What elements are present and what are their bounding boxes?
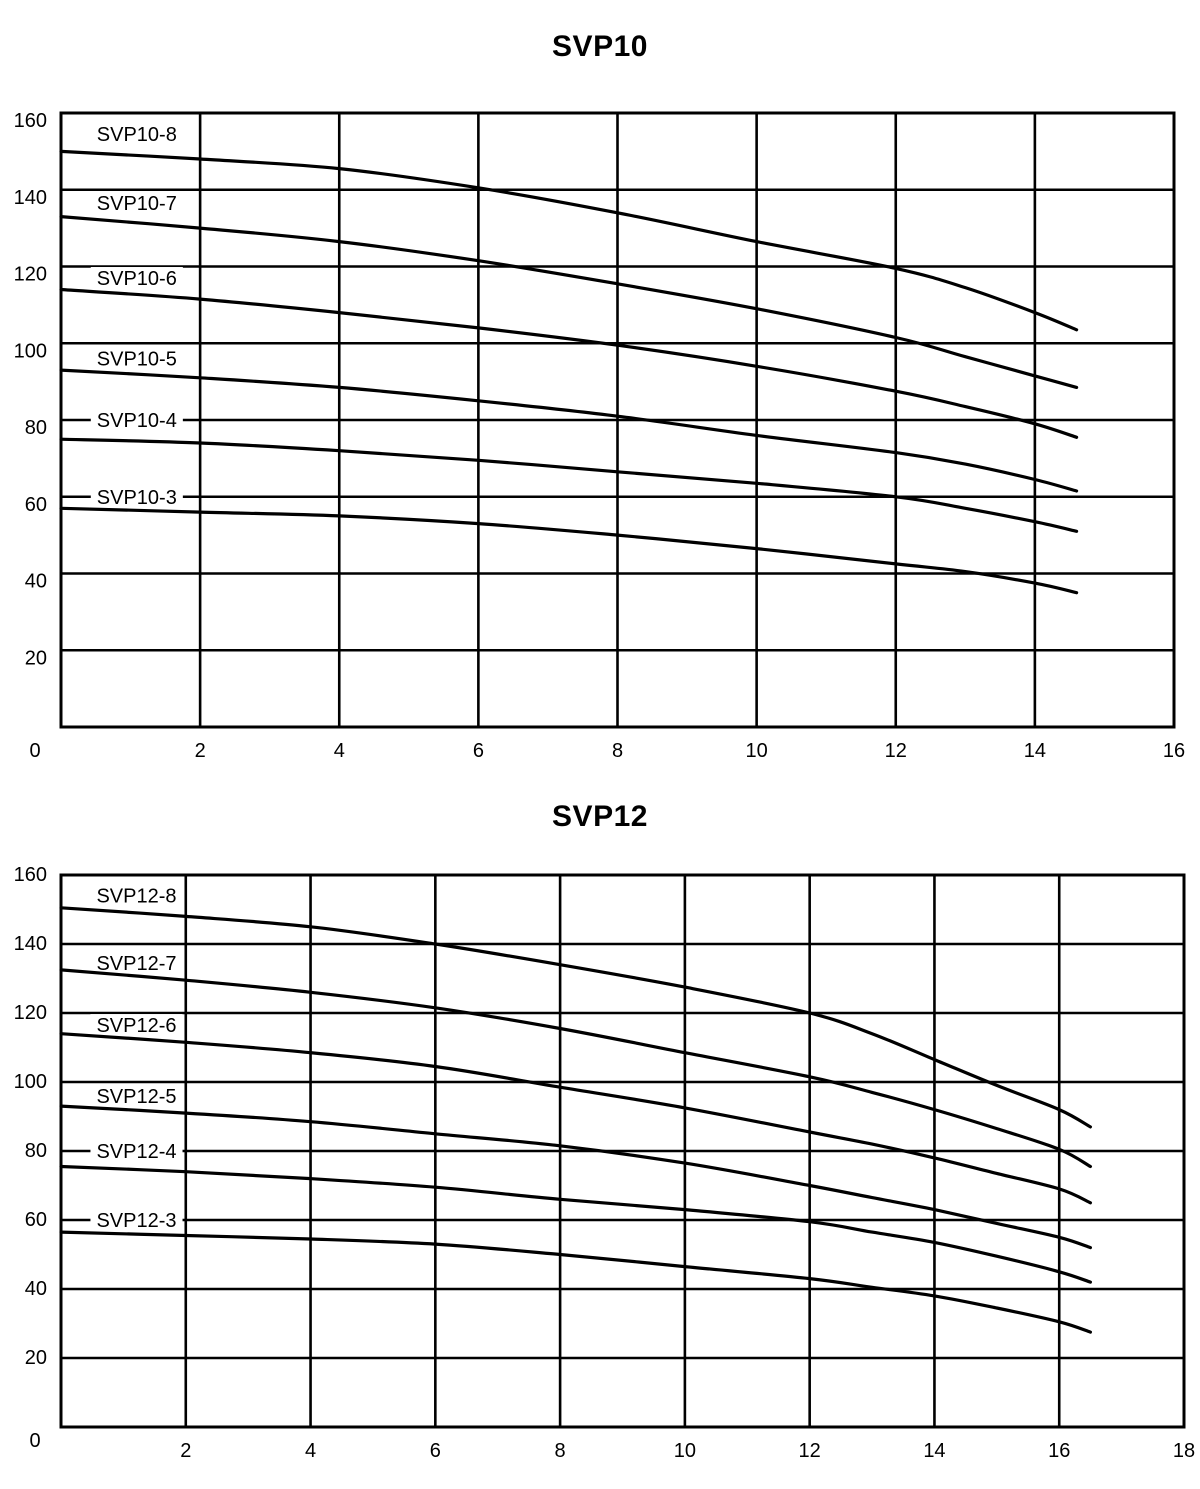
pump-curve-SVP12-5: [59, 1104, 1092, 1250]
pump-curve-SVP12-4: [59, 1164, 1092, 1284]
x-tick-label: 16: [1163, 740, 1185, 762]
pump-curve-chart-svp10: SVP10 160 140 120 100 80 60 40 20 0 2 4 6 8 10 12 14 16 S…: [14, 30, 1186, 762]
x-tick-label: 18: [1173, 1440, 1195, 1462]
pump-curve-SVP10-4: [59, 437, 1079, 533]
pump-curve-SVP10-5: [59, 368, 1079, 493]
curve-label: SVP10-8: [97, 124, 177, 146]
y-tick-label: 140: [14, 187, 47, 209]
y-tick-label: 40: [25, 1278, 47, 1300]
pump-curve-SVP12-7: [59, 968, 1092, 1169]
curve-label: SVP12-7: [96, 953, 176, 975]
curve-label: SVP12-6: [96, 1015, 176, 1037]
pump-curve-SVP12-8: [59, 906, 1092, 1129]
curve-label: SVP12-5: [96, 1086, 176, 1108]
curve-label-bg: [90, 884, 183, 909]
y-tick-label: 160: [14, 110, 47, 132]
pump-curve-SVP10-8: [59, 149, 1079, 332]
y-tick-label: 100: [14, 340, 47, 362]
curve-label: SVP10-7: [97, 193, 177, 215]
y-tick-label: 160: [14, 864, 47, 886]
x-tick-label: 16: [1048, 1440, 1070, 1462]
y-tick-label: 80: [25, 1140, 47, 1162]
curve-label-bg: [90, 192, 183, 217]
curve-label: SVP12-4: [96, 1141, 176, 1163]
x-tick-label: 12: [799, 1440, 821, 1462]
curve-label: SVP10-3: [97, 487, 177, 509]
y-tick-label: 120: [14, 1002, 47, 1024]
chart-title-svp12: SVP12: [552, 800, 648, 833]
y-tick-label: 20: [25, 647, 47, 669]
curve-label-bg: [90, 123, 183, 148]
x-tick-label: 14: [1024, 740, 1046, 762]
chart-canvas-svp12: 160 140 120 100 80 60 40 20 0 2 4 6 8 10 12 14 16 18 SVP12…: [14, 864, 1196, 1462]
y-tick-label: 60: [25, 1209, 47, 1231]
x-tick-label: 6: [473, 740, 484, 762]
y-tick-label: 140: [14, 933, 47, 955]
curve-label-bg: [90, 1014, 183, 1039]
pump-curve-SVP10-3: [59, 506, 1079, 595]
x-tick-label: 12: [885, 740, 907, 762]
plot-border: [59, 111, 1176, 729]
pump-curve-SVP10-7: [59, 215, 1079, 389]
x-tick-label: 8: [555, 1440, 566, 1462]
curve-label: SVP12-3: [96, 1210, 176, 1232]
curve-label: SVP10-5: [97, 349, 177, 371]
x-tick-label: 10: [746, 740, 768, 762]
curve-label-bg: [90, 347, 183, 372]
curve-label: SVP10-6: [97, 268, 177, 290]
y-tick-label: 20: [25, 1347, 47, 1369]
x-tick-label: 2: [180, 1440, 191, 1462]
x-tick-label: 4: [305, 1440, 316, 1462]
plot-border: [59, 873, 1186, 1429]
curve-label-bg: [90, 267, 183, 292]
y-tick-label: 100: [14, 1071, 47, 1093]
chart-title-svp10: SVP10: [552, 30, 648, 63]
x-tick-label: 0: [29, 1430, 40, 1452]
x-tick-label: 2: [195, 740, 206, 762]
curve-label-bg: [90, 1140, 183, 1164]
y-tick-label: 60: [25, 494, 47, 516]
y-tick-label: 80: [25, 417, 47, 439]
x-tick-label: 14: [923, 1440, 945, 1462]
chart-canvas-svp10: 160 140 120 100 80 60 40 20 0 2 4 6 8 10 12 14 16 SVP10-8…: [14, 110, 1186, 762]
pump-curve-SVP12-3: [59, 1230, 1092, 1334]
y-tick-label: 120: [14, 264, 47, 286]
curve-label-bg: [90, 1209, 183, 1233]
x-tick-label: 0: [29, 740, 40, 762]
pump-curve-SVP10-6: [59, 287, 1079, 439]
x-tick-label: 4: [334, 740, 345, 762]
pump-curve-chart-svp12: SVP12 160 140 120 100 80 60 40 20 0 2 4 6 8 10 12 14 16 1…: [0, 790, 1200, 1489]
x-tick-label: 8: [612, 740, 623, 762]
x-tick-label: 10: [674, 1440, 696, 1462]
curve-label-bg: [90, 485, 183, 510]
curve-label: SVP12-8: [96, 886, 176, 908]
curve-label-bg: [90, 1084, 183, 1109]
curve-label: SVP10-4: [97, 410, 177, 432]
x-tick-label: 6: [430, 1440, 441, 1462]
y-tick-label: 40: [25, 571, 47, 593]
curve-label-bg: [90, 409, 183, 433]
pump-curve-SVP12-6: [59, 1032, 1092, 1205]
